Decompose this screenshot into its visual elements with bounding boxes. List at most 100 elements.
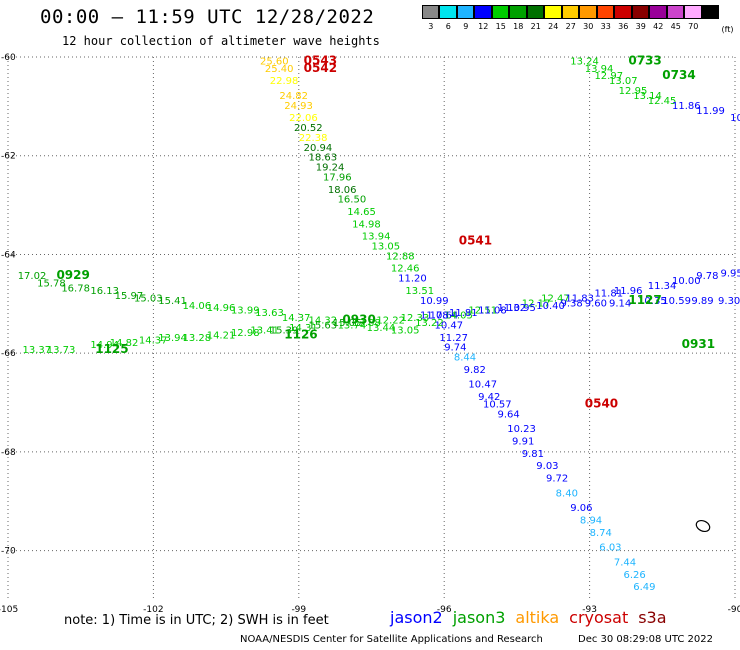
wave-height-label: 12.95 — [619, 86, 648, 97]
wave-height-label: 9.89 — [691, 296, 713, 307]
wave-height-label: 10.47 — [435, 321, 464, 332]
wave-height-label: 8.40 — [556, 488, 578, 499]
colorbar-bin: 18 — [509, 5, 528, 34]
wave-height-label: 13.22 — [415, 318, 444, 329]
wave-height-label: 9.82 — [464, 365, 486, 376]
colorbar-bin: 3 — [421, 5, 440, 34]
colorbar-swatch — [474, 5, 492, 19]
wave-height-label: 24.82 — [279, 91, 308, 102]
wave-height-label: 10.59 — [662, 296, 691, 307]
wave-height-label: 22.98 — [270, 76, 299, 87]
wave-height-label: 9.91 — [512, 437, 534, 448]
wave-height-label: 11.86 — [672, 101, 701, 112]
pass-time-label: 1126 — [284, 327, 317, 341]
pass-time-label: 1127 — [628, 293, 661, 307]
wave-height-label: 9.78 — [696, 271, 718, 282]
pass-time-label: 0543 — [304, 53, 337, 67]
colorbar-swatch — [456, 5, 474, 19]
colorbar-label: 12 — [478, 22, 489, 31]
lat-tick-label: -68 — [1, 448, 16, 458]
pass-time-label: 0540 — [585, 396, 618, 410]
wave-height-label: 11.83 — [565, 293, 594, 304]
wave-height-label: 14.21 — [207, 330, 236, 341]
wave-height-label: 13.73 — [47, 345, 76, 356]
wave-height-label: 12.47 — [541, 293, 570, 304]
colorbar-label: 24 — [548, 22, 559, 31]
wave-height-label: 18.63 — [308, 153, 337, 164]
wave-height-label: 15.39 — [270, 325, 299, 336]
colorbar-label: 39 — [635, 22, 646, 31]
colorbar-swatch — [666, 5, 684, 19]
wave-height-label: 14.82 — [110, 338, 139, 349]
colorbar-bin: 33 — [596, 5, 615, 34]
colorbar-bin: 12 — [474, 5, 493, 34]
colorbar-label: 30 — [583, 22, 594, 31]
wave-height-label: 12.46 — [391, 264, 420, 275]
wave-height-label: 13.88 — [352, 318, 381, 329]
wave-height-label: 20.52 — [294, 123, 323, 134]
wave-height-label: 10.35 — [638, 296, 667, 307]
wave-height-label: 11.78 — [420, 311, 449, 322]
pass-time-label: 0930 — [342, 313, 375, 327]
lon-tick-label: -93 — [582, 605, 597, 615]
colorbar-bin: 24 — [544, 5, 563, 34]
wave-height-label: 10.47 — [468, 380, 497, 391]
colorbar-swatch — [421, 5, 439, 19]
wave-height-label: 10.40 — [536, 301, 565, 312]
wave-height-label: 10.80 — [730, 113, 740, 124]
wave-height-label: 14.06 — [182, 301, 211, 312]
lon-tick-label: -105 — [0, 605, 18, 615]
wave-height-label: 9.95 — [720, 269, 740, 280]
satellite-s3a: s3a — [638, 608, 667, 627]
wave-height-label: 9.60 — [585, 298, 607, 309]
wave-height-label: 12.17 — [522, 298, 551, 309]
wave-height-label: 13.28 — [182, 333, 211, 344]
wave-height-label: 14.05 — [444, 311, 473, 322]
wave-height-label: 6.49 — [633, 582, 655, 593]
wave-height-label: 13.37 — [23, 345, 52, 356]
wave-height-label: 13.05 — [391, 325, 420, 336]
wave-height-label: 18.06 — [328, 185, 357, 196]
pass-time-label: 0931 — [682, 337, 715, 351]
wave-height-label: 7.44 — [614, 557, 636, 568]
wave-height-label: 11.81 — [594, 288, 623, 299]
wave-height-label: 17.96 — [323, 172, 352, 183]
wave-height-label: 22.06 — [289, 113, 318, 124]
lat-tick-label: -70 — [1, 547, 16, 557]
wave-height-label: 9.30 — [718, 296, 740, 307]
wave-height-label: 14.96 — [207, 303, 236, 314]
colorbar-swatch — [631, 5, 649, 19]
colorbar-bin: 15 — [491, 5, 510, 34]
colorbar-swatch — [561, 5, 579, 19]
wave-height-label: 10.64 — [430, 311, 459, 322]
lon-tick-label: -96 — [437, 605, 452, 615]
wave-height-label: 11.27 — [439, 333, 468, 344]
colorbar-swatch — [596, 5, 614, 19]
lon-tick-label: -90 — [728, 605, 740, 615]
wave-height-label: 11.32 — [498, 303, 527, 314]
wave-height-label: 19.24 — [316, 163, 345, 174]
credit-timestamp: Dec 30 08:29:08 UTC 2022 — [578, 634, 713, 645]
colorbar-swatch — [579, 5, 597, 19]
wave-height-label: 13.07 — [609, 76, 638, 87]
satellite-jason3: jason3 — [452, 608, 506, 627]
colorbar-swatch — [491, 5, 509, 19]
colorbar-bin: 42 — [649, 5, 668, 34]
wave-height-label: 11.96 — [614, 286, 643, 297]
wave-height-colorbar: 3 6 9 12 15 18 21 24 27 30 33 36 39 42 45 70 (ft) — [421, 5, 734, 34]
wave-height-label: 12.22 — [376, 316, 405, 327]
wave-height-label: 13.14 — [633, 91, 662, 102]
wave-height-label: 12.88 — [386, 251, 415, 262]
lon-tick-label: -99 — [291, 605, 306, 615]
wave-height-label: 13.51 — [405, 286, 434, 297]
colorbar-bin: 6 — [439, 5, 458, 34]
colorbar-bin: 45 — [666, 5, 685, 34]
colorbar-label: 27 — [565, 22, 576, 31]
colorbar-label: 33 — [600, 22, 611, 31]
map-subtitle: 12 hour collection of altimeter wave hei… — [62, 34, 380, 48]
colorbar-label: 15 — [495, 22, 506, 31]
wave-height-label: 13.94 — [585, 64, 614, 75]
wave-height-label: 20.94 — [304, 143, 333, 154]
colorbar-label: 36 — [618, 22, 629, 31]
